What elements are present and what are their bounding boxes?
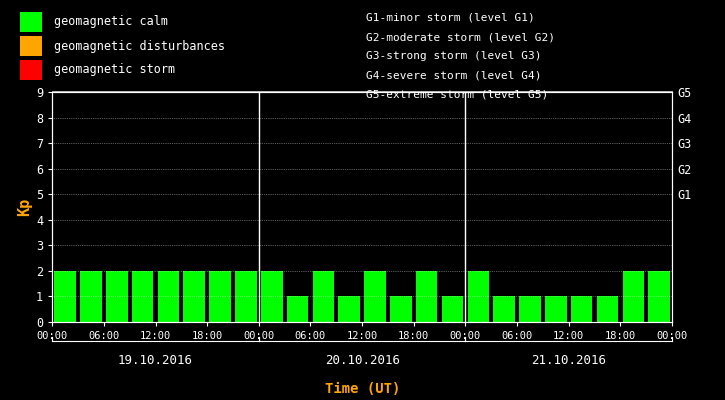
Bar — [494, 296, 515, 322]
Bar — [287, 296, 308, 322]
Bar — [364, 271, 386, 322]
Text: 20.10.2016: 20.10.2016 — [325, 354, 399, 366]
Text: 19.10.2016: 19.10.2016 — [118, 354, 193, 366]
Bar — [157, 271, 179, 322]
Bar — [339, 296, 360, 322]
Text: Time (UT): Time (UT) — [325, 382, 400, 396]
Bar — [545, 296, 567, 322]
Bar — [571, 296, 592, 322]
Bar — [519, 296, 541, 322]
Bar — [183, 271, 205, 322]
Text: G5-extreme storm (level G5): G5-extreme storm (level G5) — [366, 90, 548, 100]
Bar — [261, 271, 283, 322]
Text: G2-moderate storm (level G2): G2-moderate storm (level G2) — [366, 32, 555, 42]
Text: 21.10.2016: 21.10.2016 — [531, 354, 606, 366]
Bar — [468, 271, 489, 322]
Bar — [390, 296, 412, 322]
Bar — [235, 271, 257, 322]
Bar — [106, 271, 128, 322]
Bar — [597, 296, 618, 322]
Bar — [132, 271, 154, 322]
Bar — [54, 271, 76, 322]
Text: geomagnetic disturbances: geomagnetic disturbances — [54, 40, 225, 52]
Bar — [312, 271, 334, 322]
Text: G1-minor storm (level G1): G1-minor storm (level G1) — [366, 13, 535, 23]
Text: G4-severe storm (level G4): G4-severe storm (level G4) — [366, 70, 542, 81]
Bar — [80, 271, 102, 322]
Y-axis label: Kp: Kp — [17, 198, 32, 216]
Text: geomagnetic storm: geomagnetic storm — [54, 64, 175, 76]
Bar — [442, 296, 463, 322]
Bar — [210, 271, 231, 322]
Bar — [416, 271, 437, 322]
Bar — [623, 271, 644, 322]
Text: G3-strong storm (level G3): G3-strong storm (level G3) — [366, 51, 542, 61]
Bar — [648, 271, 670, 322]
Text: geomagnetic calm: geomagnetic calm — [54, 16, 168, 28]
